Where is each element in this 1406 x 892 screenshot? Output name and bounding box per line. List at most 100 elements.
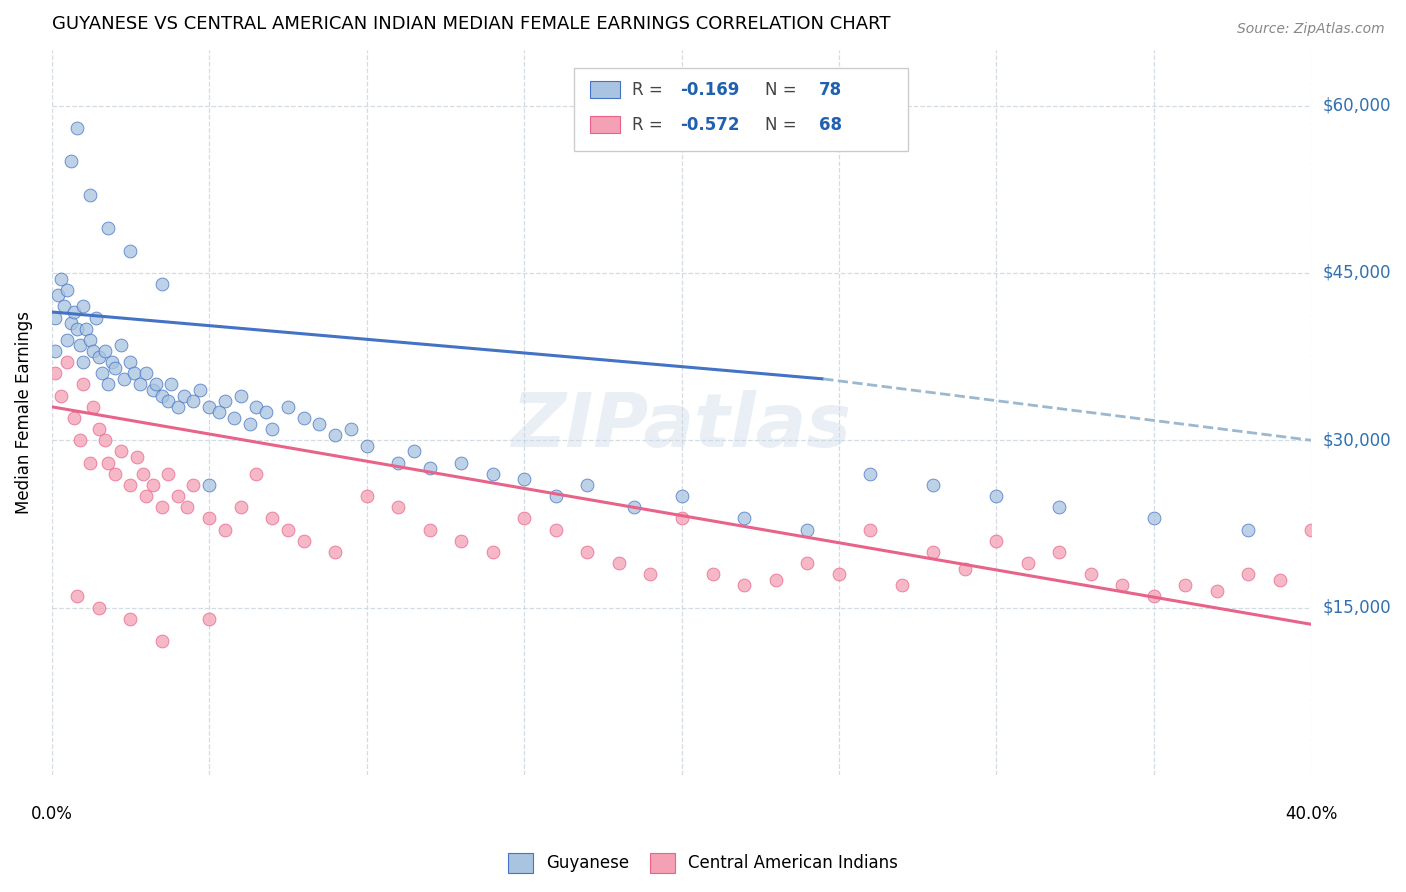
Point	[239, 417, 262, 431]
Point	[120, 612, 142, 626]
Point	[120, 355, 142, 369]
Point	[94, 344, 117, 359]
Text: $60,000: $60,000	[1323, 96, 1391, 114]
Point	[262, 511, 284, 525]
Point	[150, 634, 173, 648]
Point	[1205, 583, 1227, 598]
Point	[110, 444, 132, 458]
Point	[450, 456, 472, 470]
Point	[141, 383, 163, 397]
Point	[576, 478, 599, 492]
Point	[544, 489, 567, 503]
Point	[292, 533, 315, 548]
Point	[66, 322, 89, 336]
Point	[229, 389, 252, 403]
Point	[87, 350, 110, 364]
Point	[544, 523, 567, 537]
Point	[292, 411, 315, 425]
Point	[254, 405, 277, 419]
Point	[340, 422, 363, 436]
Point	[671, 511, 693, 525]
Text: Source: ZipAtlas.com: Source: ZipAtlas.com	[1237, 22, 1385, 37]
Point	[46, 288, 69, 302]
FancyBboxPatch shape	[575, 68, 908, 152]
Text: 78: 78	[818, 80, 842, 99]
Point	[450, 533, 472, 548]
Point	[145, 377, 167, 392]
Point	[56, 283, 79, 297]
Point	[104, 467, 127, 481]
Point	[198, 478, 221, 492]
Point	[702, 567, 724, 582]
Point	[513, 511, 536, 525]
Point	[97, 456, 120, 470]
Point	[125, 450, 148, 464]
Bar	[589, 116, 620, 133]
Point	[72, 300, 94, 314]
Y-axis label: Median Female Earnings: Median Female Earnings	[15, 311, 32, 514]
Point	[120, 244, 142, 258]
Point	[150, 389, 173, 403]
Text: $30,000: $30,000	[1323, 431, 1391, 450]
Point	[481, 545, 503, 559]
Point	[129, 377, 152, 392]
Text: $15,000: $15,000	[1323, 599, 1391, 616]
Point	[173, 389, 195, 403]
Point	[1111, 578, 1133, 592]
Point	[890, 578, 912, 592]
Point	[132, 467, 155, 481]
Point	[638, 567, 661, 582]
Point	[481, 467, 503, 481]
Point	[120, 478, 142, 492]
Point	[135, 489, 157, 503]
Point	[1143, 590, 1166, 604]
Point	[262, 422, 284, 436]
Point	[859, 467, 882, 481]
Point	[986, 533, 1008, 548]
Point	[91, 367, 114, 381]
Text: N =: N =	[765, 80, 801, 99]
Text: 68: 68	[818, 116, 842, 134]
Point	[84, 310, 107, 325]
Text: R =: R =	[633, 116, 668, 134]
Point	[1174, 578, 1197, 592]
Point	[323, 545, 346, 559]
Bar	[589, 81, 620, 98]
Point	[953, 561, 976, 575]
Point	[188, 383, 211, 397]
Point	[198, 612, 221, 626]
Point	[160, 377, 183, 392]
Point	[69, 434, 91, 448]
Point	[1301, 523, 1323, 537]
Point	[986, 489, 1008, 503]
Point	[859, 523, 882, 537]
Point	[765, 573, 787, 587]
Point	[214, 394, 236, 409]
Point	[208, 405, 231, 419]
Point	[387, 500, 409, 515]
Point	[796, 523, 818, 537]
Text: $45,000: $45,000	[1323, 264, 1391, 282]
Point	[1268, 573, 1291, 587]
Point	[104, 360, 127, 375]
Point	[1047, 545, 1070, 559]
Point	[79, 333, 101, 347]
Point	[51, 271, 73, 285]
Point	[734, 511, 756, 525]
Point	[157, 394, 180, 409]
Point	[97, 377, 120, 392]
Point	[245, 400, 267, 414]
Point	[1237, 567, 1260, 582]
Point	[229, 500, 252, 515]
Point	[1237, 523, 1260, 537]
Point	[82, 344, 104, 359]
Text: GUYANESE VS CENTRAL AMERICAN INDIAN MEDIAN FEMALE EARNINGS CORRELATION CHART: GUYANESE VS CENTRAL AMERICAN INDIAN MEDI…	[52, 15, 890, 33]
Point	[56, 355, 79, 369]
Point	[166, 400, 188, 414]
Point	[356, 439, 378, 453]
Point	[828, 567, 851, 582]
Point	[198, 400, 221, 414]
Point	[245, 467, 267, 481]
Point	[112, 372, 135, 386]
Point	[79, 456, 101, 470]
